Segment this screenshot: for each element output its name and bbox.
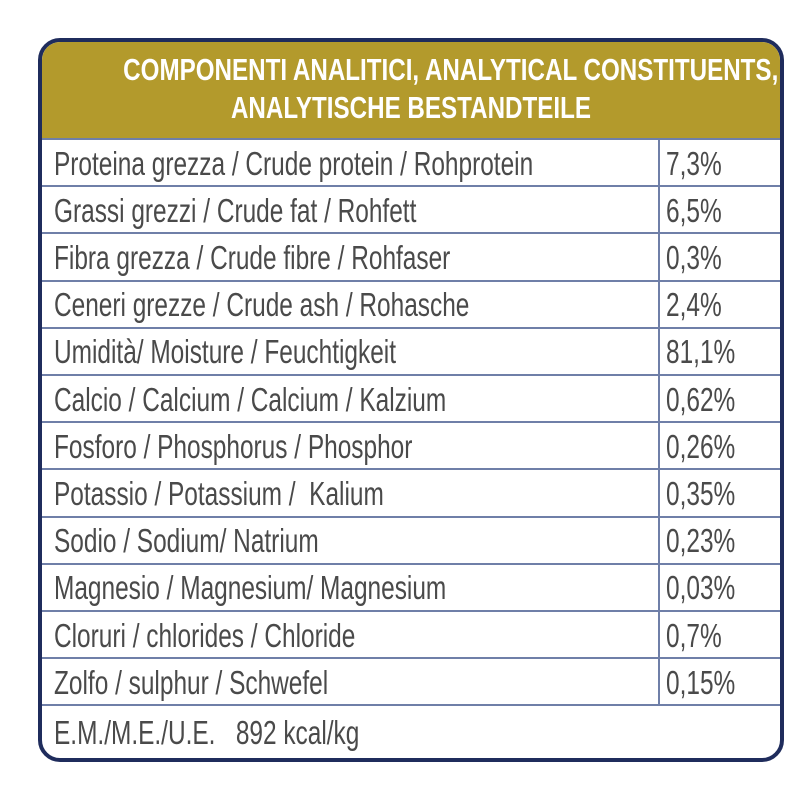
- label-cell: Umidità/ Moisture / Feuchtigkeit: [54, 329, 516, 376]
- value-cell: 0,7%: [666, 612, 741, 659]
- table-row: Umidità/ Moisture / Feuchtigkeit 81,1%: [42, 326, 780, 376]
- label-cell: Cloruri / chlorides / Chloride: [54, 612, 461, 659]
- table-row: Proteina grezza / Crude protein / Rohpro…: [42, 138, 780, 187]
- label-cell: Sodio / Sodium/ Natrium: [54, 518, 412, 565]
- value-cell: 0,03%: [666, 565, 760, 612]
- table-row: Cloruri / chlorides / Chloride 0,7%: [42, 610, 780, 659]
- value-text: 0,3%: [666, 238, 722, 276]
- label-text: Ceneri grezze / Crude ash / Rohasche: [54, 286, 470, 324]
- value-cell: 0,26%: [666, 423, 760, 470]
- label-cell: Fosforo / Phosphorus / Phosphor: [54, 423, 538, 470]
- column-divider: [658, 138, 660, 705]
- label-text: Calcio / Calcium / Calcium / Kalzium: [54, 380, 447, 418]
- header-line: ANALYTISCHE BESTANDTEILE: [230, 90, 592, 125]
- label-cell: Potassio / Potassium / Kalium: [54, 470, 500, 517]
- value-cell: 2,4%: [666, 282, 741, 329]
- label-text: Cloruri / chlorides / Chloride: [54, 616, 356, 654]
- label-text: Grassi grezzi / Crude fat / Rohfett: [54, 191, 417, 229]
- header-line: COMPONENTI ANALITICI, ANALYTICAL CONSTIT…: [123, 52, 779, 87]
- label-text: Potassio / Potassium / Kalium: [54, 474, 384, 512]
- footer-row: E.M./M.E./U.E. 892 kcal/kg: [42, 704, 780, 758]
- value-cell: 0,3%: [666, 234, 741, 281]
- table-row: Fibra grezza / Crude fibre / Rohfaser 0,3…: [42, 232, 780, 281]
- value-text: 0,35%: [666, 474, 736, 512]
- label-cell: Calcio / Calcium / Calcium / Kalzium: [54, 376, 584, 423]
- value-cell: 0,23%: [666, 518, 760, 565]
- footer-cell: E.M./M.E./U.E. 892 kcal/kg: [54, 706, 467, 758]
- value-text: 0,23%: [666, 522, 736, 560]
- table-row: Potassio / Potassium / Kalium 0,35%: [42, 468, 780, 517]
- value-text: 0,26%: [666, 427, 736, 465]
- table-header: COMPONENTI ANALITICI, ANALYTICAL CONSTIT…: [42, 42, 780, 138]
- table-row: Calcio / Calcium / Calcium / Kalzium 0,62…: [42, 374, 780, 423]
- label-text: Magnesio / Magnesium/ Magnesium: [54, 569, 447, 607]
- label-cell: Zolfo / sulphur / Schwefel: [54, 659, 425, 706]
- value-cell: 7,3%: [666, 140, 741, 187]
- label-cell: Ceneri grezze / Crude ash / Rohasche: [54, 282, 615, 329]
- label-text: Proteina grezza / Crude protein / Rohpro…: [54, 144, 534, 182]
- table-row: Ceneri grezze / Crude ash / Rohasche 2,4%: [42, 279, 780, 329]
- value-text: 2,4%: [666, 286, 722, 324]
- footer-text: E.M./M.E./U.E. 892 kcal/kg: [54, 714, 360, 752]
- value-text: 0,03%: [666, 569, 736, 607]
- value-cell: 81,1%: [666, 329, 760, 376]
- table-row: Zolfo / sulphur / Schwefel 0,15%: [42, 657, 780, 706]
- table-row: Grassi grezzi / Crude fat / Rohfett 6,5%: [42, 185, 780, 234]
- value-text: 0,15%: [666, 663, 736, 701]
- value-text: 0,62%: [666, 380, 736, 418]
- value-text: 0,7%: [666, 616, 722, 654]
- label-text: Fosforo / Phosphorus / Phosphor: [54, 427, 413, 465]
- value-cell: 0,35%: [666, 470, 760, 517]
- label-text: Fibra grezza / Crude fibre / Rohfaser: [54, 238, 451, 276]
- value-cell: 0,15%: [666, 659, 760, 706]
- analysis-table: COMPONENTI ANALITICI, ANALYTICAL CONSTIT…: [38, 38, 784, 762]
- table-row: Magnesio / Magnesium/ Magnesium 0,03%: [42, 562, 780, 612]
- label-text: Zolfo / sulphur / Schwefel: [54, 663, 329, 701]
- table-row: Sodio / Sodium/ Natrium 0,23%: [42, 515, 780, 565]
- value-text: 6,5%: [666, 191, 722, 229]
- value-cell: 6,5%: [666, 187, 741, 234]
- table-row: Fosforo / Phosphorus / Phosphor 0,26%: [42, 421, 780, 470]
- value-text: 7,3%: [666, 144, 722, 182]
- label-cell: Proteina grezza / Crude protein / Rohpro…: [54, 140, 702, 187]
- value-cell: 0,62%: [666, 376, 760, 423]
- label-cell: Magnesio / Magnesium/ Magnesium: [54, 565, 584, 612]
- label-cell: Grassi grezzi / Crude fat / Rohfett: [54, 187, 544, 234]
- label-text: Sodio / Sodium/ Natrium: [54, 522, 319, 560]
- value-text: 81,1%: [666, 333, 736, 371]
- label-cell: Fibra grezza / Crude fibre / Rohfaser: [54, 234, 590, 281]
- label-text: Umidità/ Moisture / Feuchtigkeit: [54, 333, 397, 371]
